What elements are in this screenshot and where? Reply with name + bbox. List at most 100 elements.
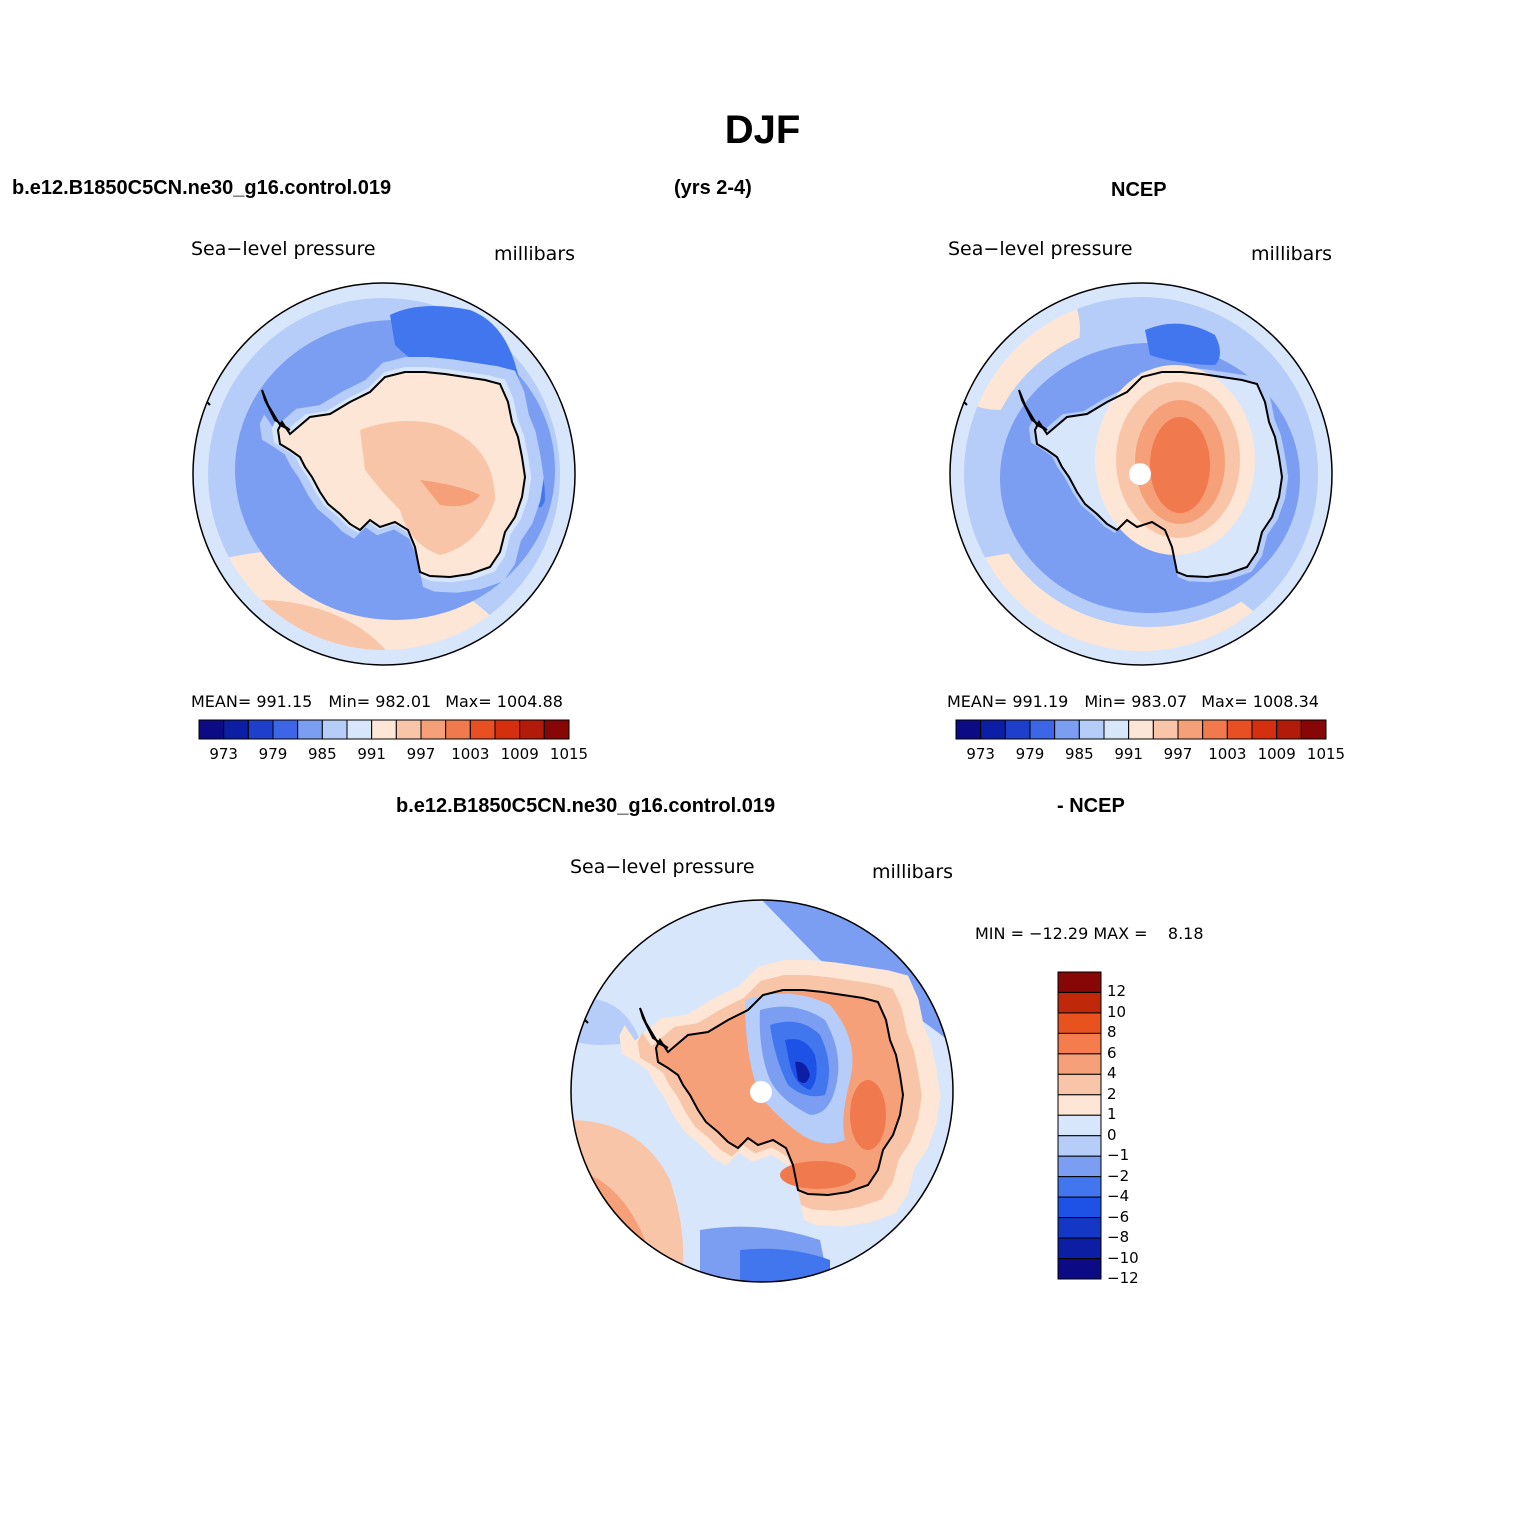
ncep-colorbar-swatch xyxy=(1177,719,1204,740)
model-min: Min= 982.01 xyxy=(328,692,432,711)
diff-colorbar-tick-label: −1 xyxy=(1107,1146,1130,1165)
model-colorbar-swatch xyxy=(420,719,447,740)
model-mean: MEAN= 991.15 xyxy=(191,692,313,711)
diff-colorbar-tick-label: 0 xyxy=(1107,1125,1117,1144)
model-colorbar-tick-label: 1003 xyxy=(451,745,490,763)
ncep-colorbar-swatch xyxy=(1300,719,1327,740)
ncep-colorbar-swatch xyxy=(1029,719,1056,740)
diff-colorbar-swatch xyxy=(1057,1114,1102,1137)
ncep-colorbar-swatch xyxy=(980,719,1006,740)
model-map xyxy=(192,282,576,666)
model-variable-label: Sea−level pressure xyxy=(191,238,376,260)
diff-colorbar-swatch xyxy=(1057,1176,1102,1198)
ncep-colorbar-tick-label: 1015 xyxy=(1306,745,1346,763)
ncep-map-border xyxy=(949,282,1333,666)
ncep-colorbar-swatch xyxy=(1004,719,1031,740)
diff-colorbar-swatch xyxy=(1057,1094,1102,1116)
model-map-border xyxy=(192,282,576,666)
obs-header: NCEP xyxy=(1111,179,1167,201)
diff-colorbar-swatch xyxy=(1057,1032,1102,1055)
diff-colorbar-tick-label: −6 xyxy=(1107,1207,1130,1226)
case-name-header: b.e12.B1850C5CN.ne30_g16.control.019 xyxy=(12,177,392,199)
ncep-colorbar-swatch xyxy=(1226,719,1253,740)
model-colorbar-swatch xyxy=(321,719,348,740)
model-colorbar-swatch xyxy=(371,719,397,740)
diff-colorbar xyxy=(1057,971,1102,1280)
diff-colorbar-tick-label: 6 xyxy=(1107,1043,1117,1062)
model-warm-band xyxy=(193,550,530,665)
ncep-min: Min= 983.07 xyxy=(1084,692,1188,711)
diff-colorbar-swatch xyxy=(1057,1237,1102,1260)
diff-colorbar-swatch xyxy=(1057,1073,1102,1096)
model-colorbar-tick-label: 973 xyxy=(209,745,238,763)
model-outer-ring xyxy=(193,283,575,665)
model-units-label: millibars xyxy=(494,243,576,265)
ncep-colorbar xyxy=(955,719,1327,740)
model-colorbar-swatch xyxy=(247,719,274,740)
ncep-stats: MEAN= 991.19 Min= 983.07 Max= 1008.34 xyxy=(947,692,1319,711)
ncep-colorbar-tick-label: 1009 xyxy=(1257,745,1296,763)
ncep-colorbar-swatch xyxy=(1103,719,1130,740)
main-title: DJF xyxy=(724,108,801,152)
diff-peninsula xyxy=(639,1007,669,1049)
diff-colorbar-swatch xyxy=(1057,1196,1102,1219)
ncep-colorbar-swatch xyxy=(1202,719,1228,740)
diff-high-se xyxy=(780,1161,856,1189)
diff-colorbar-swatch xyxy=(1057,1012,1102,1034)
ncep-colorbar-swatch xyxy=(1054,719,1080,740)
diff-colorbar-tick-label: 1 xyxy=(1107,1105,1117,1124)
ncep-colorbar-swatch xyxy=(1251,719,1278,740)
diff-colorbar-tick-label: −8 xyxy=(1107,1228,1130,1247)
diff-colorbar-tick-label: −4 xyxy=(1107,1187,1130,1206)
ncep-colorbar-tick-label: 991 xyxy=(1114,745,1143,763)
ncep-colorbar-tick-label: 1003 xyxy=(1208,745,1247,763)
ncep-colorbar-swatch xyxy=(1152,719,1179,740)
ncep-peninsula xyxy=(1018,389,1048,431)
model-colorbar-swatch xyxy=(272,719,299,740)
diff-map xyxy=(570,899,954,1283)
diff-units-label: millibars xyxy=(872,861,954,883)
model-colorbar-swatch xyxy=(297,719,323,740)
diff-colorbar-swatch xyxy=(1057,1135,1102,1157)
model-colorbar-tick-label: 985 xyxy=(308,745,337,763)
model-colorbar-swatch xyxy=(445,719,471,740)
diff-colorbar-tick-label: 12 xyxy=(1107,982,1127,1001)
ncep-variable-label: Sea−level pressure xyxy=(948,238,1133,260)
model-colorbar-swatch xyxy=(469,719,496,740)
ncep-colorbar-tick-label: 985 xyxy=(1065,745,1094,763)
ncep-high-4 xyxy=(1150,417,1210,513)
model-colorbar-tick-label: 1015 xyxy=(549,745,589,763)
model-colorbar-swatch xyxy=(543,719,570,740)
model-continent-peak xyxy=(420,480,480,507)
diff-colorbar-tick-label: −2 xyxy=(1107,1166,1130,1185)
model-warm-band-2 xyxy=(193,600,410,665)
ncep-colorbar-tick-label: 979 xyxy=(1015,745,1045,763)
model-colorbar-swatch xyxy=(198,719,225,740)
diff-colorbar-swatch xyxy=(1057,1053,1102,1075)
model-colorbar-swatch xyxy=(519,719,545,740)
diff-case-header: b.e12.B1850C5CN.ne30_g16.control.019 xyxy=(396,795,776,817)
ncep-colorbar-swatch xyxy=(1276,719,1302,740)
model-stats: MEAN= 991.15 Min= 982.01 Max= 1004.88 xyxy=(191,692,563,711)
diff-colorbar-tick-label: −10 xyxy=(1107,1248,1139,1267)
diff-colorbar-tick-label: 4 xyxy=(1107,1064,1117,1083)
diff-colorbar-tick-label: 2 xyxy=(1107,1084,1117,1103)
ncep-units-label: millibars xyxy=(1251,243,1333,265)
model-colorbar-swatch xyxy=(494,719,521,740)
ncep-deep-low xyxy=(1145,323,1220,365)
ncep-mean: MEAN= 991.19 xyxy=(947,692,1069,711)
ncep-colorbar-swatch xyxy=(1078,719,1105,740)
model-colorbar-swatch xyxy=(346,719,373,740)
diff-colorbar-tick-label: 10 xyxy=(1107,1002,1127,1021)
years-header: (yrs 2-4) xyxy=(674,177,752,199)
ncep-max: Max= 1008.34 xyxy=(1201,692,1319,711)
model-colorbar-tick-label: 997 xyxy=(406,745,436,763)
diff-variable-label: Sea−level pressure xyxy=(570,856,755,878)
model-peninsula xyxy=(261,389,291,431)
ncep-warm-band xyxy=(950,550,1300,665)
ncep-colorbar-tick-label: 973 xyxy=(966,745,995,763)
model-colorbar-swatch xyxy=(395,719,422,740)
model-colorbar xyxy=(198,719,570,740)
model-max: Max= 1004.88 xyxy=(445,692,563,711)
